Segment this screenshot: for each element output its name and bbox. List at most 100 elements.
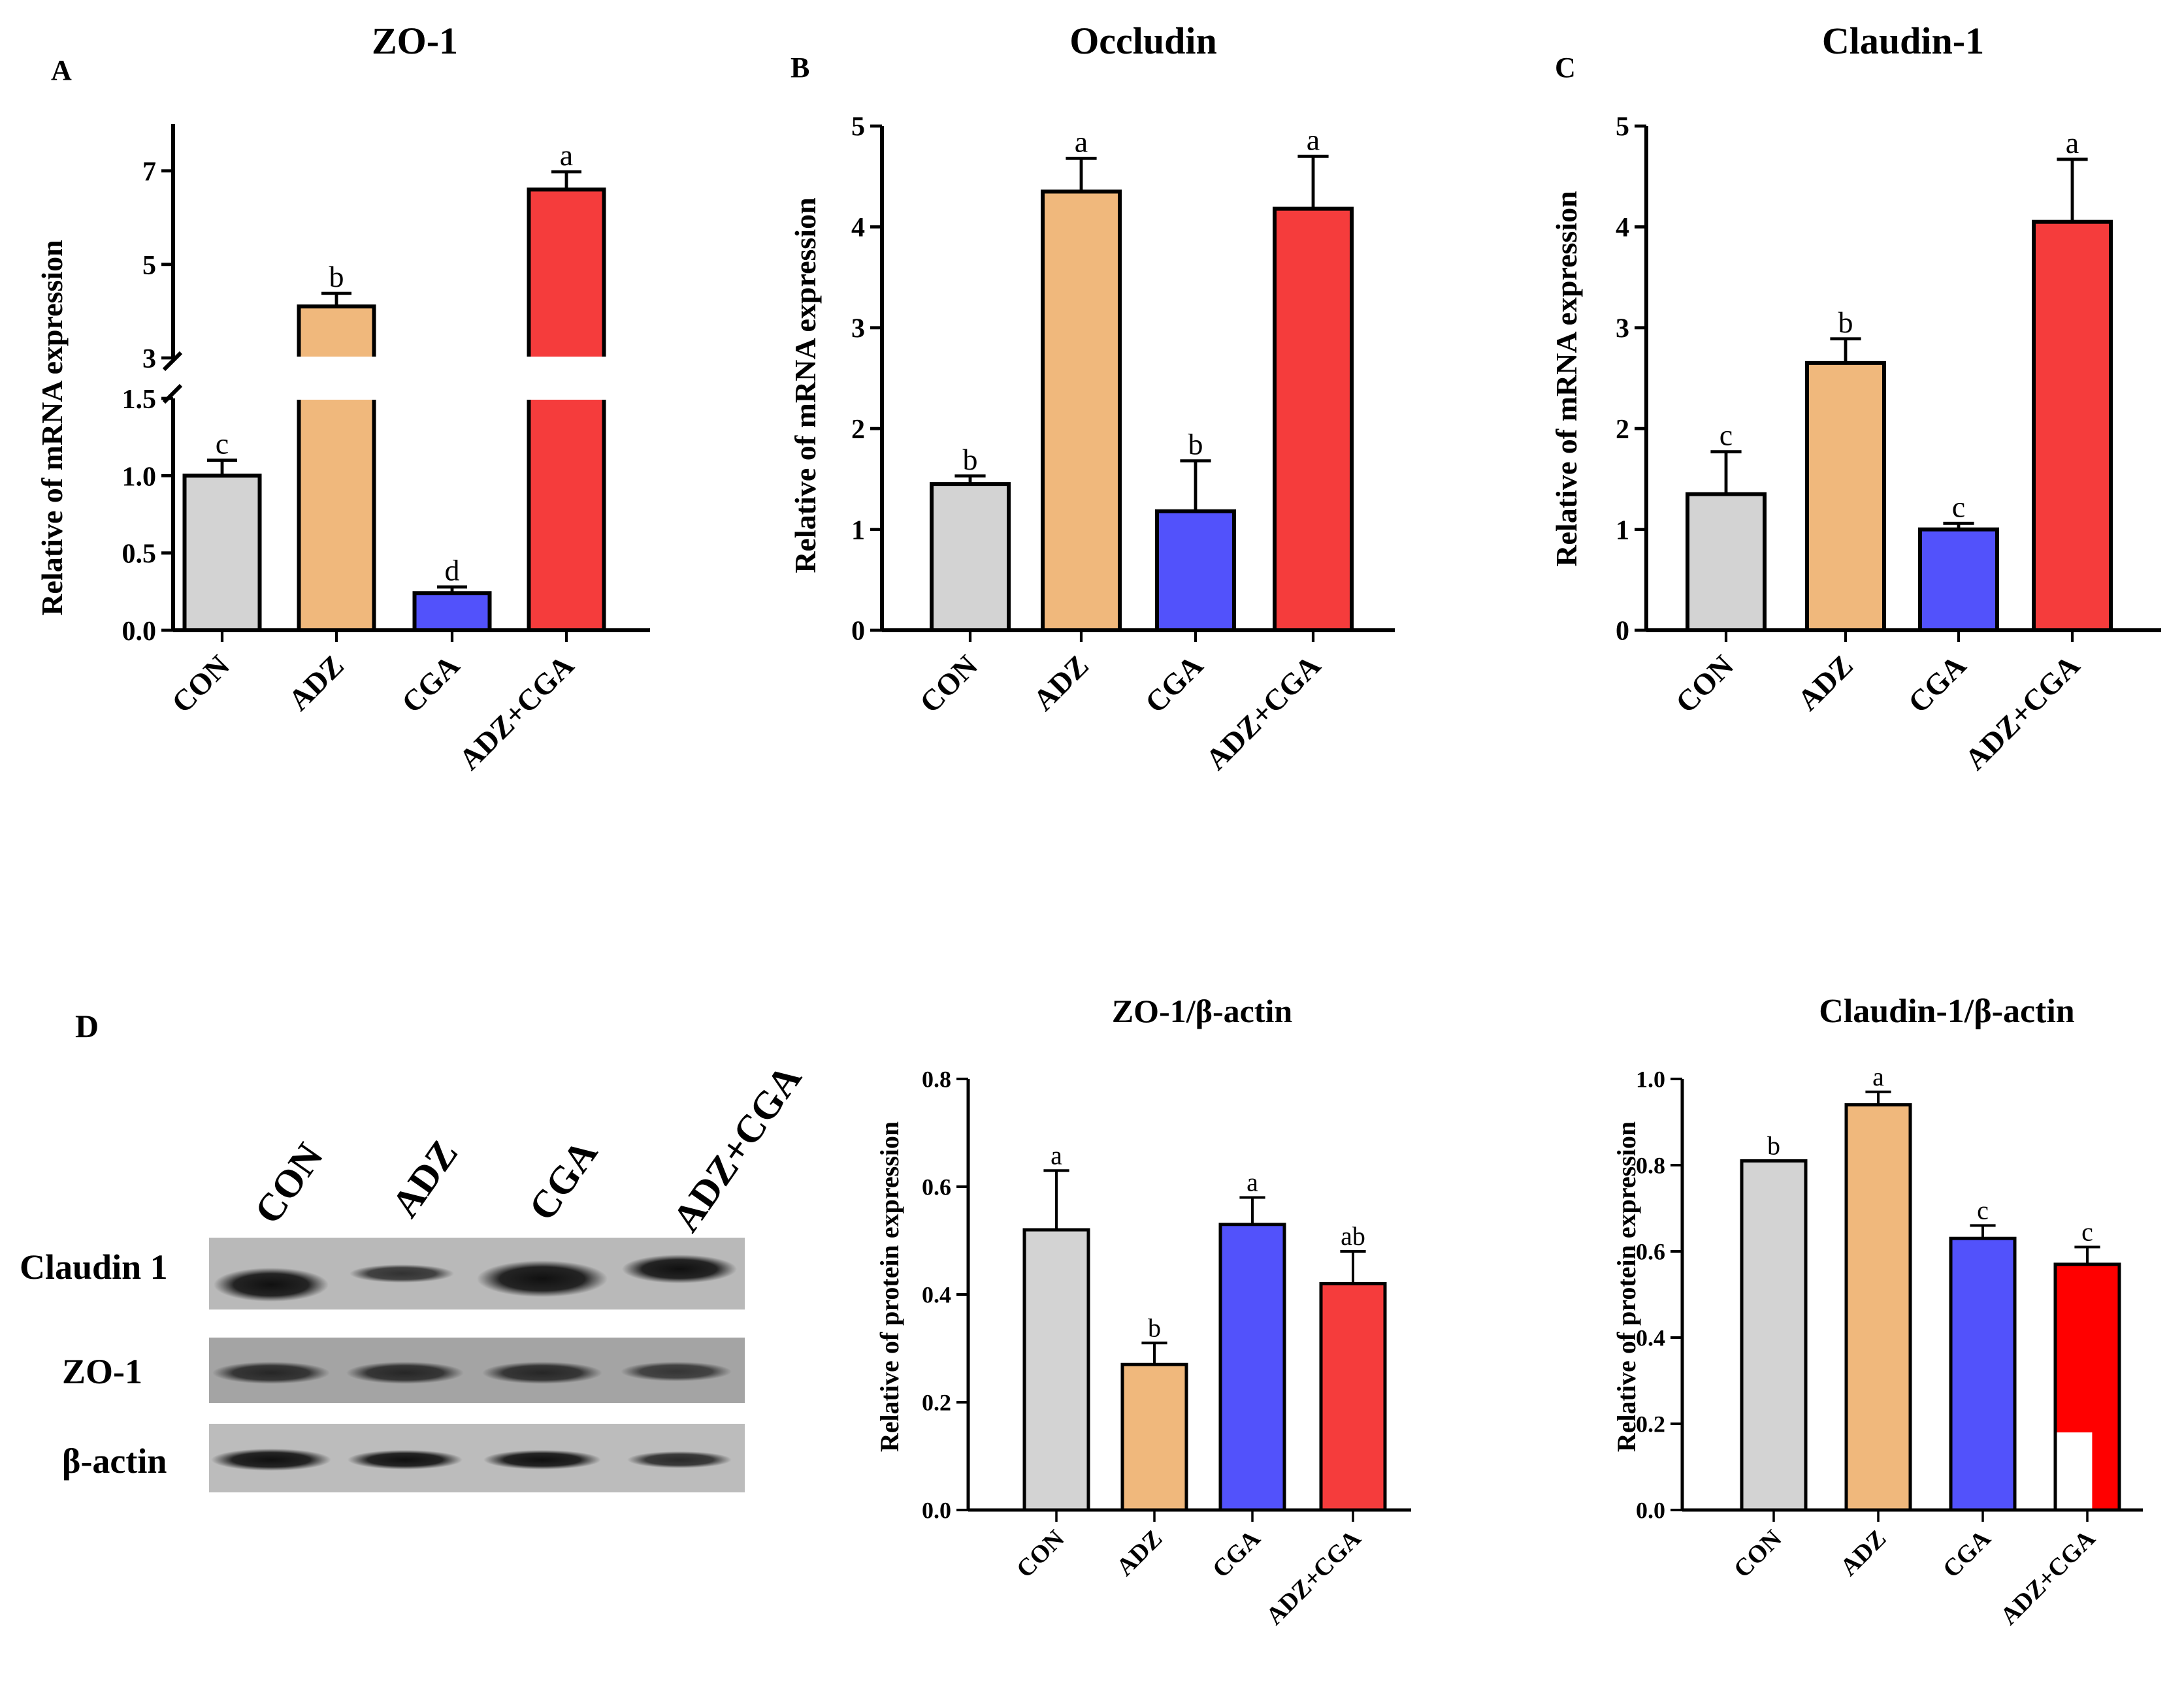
- axis-break-mark: [162, 351, 183, 372]
- x-tick-label-adz: ADZ: [1026, 649, 1095, 717]
- panel-label-c: C: [1555, 52, 1576, 84]
- bar-cga: [1218, 1223, 1286, 1512]
- significance-letter-adz-cga: a: [1307, 123, 1320, 156]
- wb-band-zo1-cga: [482, 1362, 602, 1384]
- x-tick-label-con: CON: [165, 649, 236, 719]
- y-tick-label: 3: [851, 314, 865, 344]
- y-axis-label: Relative of mRNA expression: [789, 197, 822, 573]
- y-axis-label: Relative of protein expression: [1612, 1121, 1641, 1452]
- y-tick-label: 5: [851, 112, 865, 142]
- panel-label-d: D: [75, 1008, 99, 1044]
- y-tick-label: 5: [142, 251, 156, 281]
- chart-title-zo-1: ZO-1: [372, 20, 458, 62]
- wb-row-label-claudin1: Claudin 1: [20, 1247, 168, 1287]
- bar-cga: [1155, 509, 1236, 632]
- y-tick-label: 1: [1616, 515, 1629, 545]
- wb-band-bactin-cga: [483, 1450, 601, 1470]
- y-tick-label: 1.5: [122, 385, 157, 415]
- wb-band-claudin1-adzcga: [622, 1255, 737, 1283]
- y-tick-label: 3: [1616, 314, 1629, 344]
- x-tick-label-adz-cga: ADZ+CGA: [1261, 1524, 1367, 1630]
- y-tick-label: 0.8: [1636, 1153, 1665, 1179]
- x-tick-label-con: CON: [913, 649, 984, 719]
- significance-letter-adz-cga: a: [2066, 126, 2079, 159]
- bar-con: [1022, 1228, 1090, 1512]
- x-tick-label-cga: CGA: [395, 649, 466, 719]
- significance-letter-cga: c: [1977, 1195, 1989, 1225]
- y-axis-label: Relative of mRNA expression: [1550, 191, 1583, 566]
- wb-lane-label-adz: ADZ: [383, 1133, 466, 1225]
- chart-occludin-mrna: Occludin Relative of mRNA expression 0 1 2 3 4…: [789, 20, 1395, 777]
- wb-lane-label-cga: CGA: [521, 1132, 606, 1228]
- x-tick-label-adz: ADZ: [282, 649, 350, 717]
- bar-adz: [1041, 189, 1122, 632]
- significance-letter-adz-cga: a: [560, 138, 573, 172]
- y-tick-label: 1.0: [122, 462, 157, 492]
- significance-letter-adz-cga: ab: [1341, 1221, 1365, 1251]
- wb-band-claudin1-adz: [350, 1264, 454, 1283]
- x-tick-label-cga: CGA: [1938, 1524, 1997, 1583]
- wb-band-bactin-adz: [348, 1450, 463, 1470]
- bar-adz: [1844, 1103, 1912, 1512]
- panel-label-b: B: [790, 52, 809, 84]
- wb-band-claudin1-cga: [477, 1261, 608, 1297]
- wb-band-bactin-adzcga: [627, 1451, 732, 1468]
- panel-label-a: A: [51, 54, 72, 86]
- bar-adz-cga: [2032, 219, 2113, 632]
- y-tick-label: 1: [851, 515, 865, 545]
- x-tick-label-cga: CGA: [1139, 649, 1209, 719]
- wb-band-claudin1-con: [214, 1268, 329, 1302]
- significance-letter-con: c: [216, 427, 229, 460]
- bar-break-gap: [525, 357, 608, 400]
- wb-band-zo1-con: [212, 1362, 330, 1384]
- bar-con: [1740, 1159, 1808, 1512]
- bar-cga: [412, 591, 492, 633]
- y-tick-label: 4: [1616, 213, 1629, 243]
- bar-adz: [1805, 361, 1886, 633]
- western-blot: CON ADZ CGA ADZ+CGA Claudin 1 ZO-1 β-act…: [20, 1057, 809, 1492]
- wb-row-label-bactin: β-actin: [62, 1441, 167, 1481]
- significance-letter-cga: b: [1188, 428, 1203, 461]
- chart-title-claudin-1-actin: Claudin-1/β-actin: [1819, 993, 2075, 1030]
- y-tick-label: 2: [1616, 415, 1629, 445]
- significance-letter-cga: a: [1247, 1168, 1258, 1197]
- y-tick-label: 0.6: [922, 1174, 951, 1200]
- bar-adz-cga: [1319, 1282, 1387, 1512]
- y-tick-label: 0.0: [122, 617, 157, 647]
- x-tick-label-adz-cga: ADZ+CGA: [453, 649, 581, 777]
- chart-zo1-mrna: ZO-1 Relative of mRNA expression 0.0 0.5 1.0…: [35, 20, 650, 777]
- y-tick-label: 4: [851, 213, 865, 243]
- y-tick-label: 0.2: [1636, 1411, 1665, 1438]
- chart-title-zo-1-actin: ZO-1/β-actin: [1112, 993, 1293, 1029]
- y-tick-label: 2: [851, 415, 865, 445]
- y-tick-label: 3: [142, 344, 156, 374]
- significance-letter-con: a: [1051, 1140, 1062, 1170]
- bar-adz: [297, 304, 376, 632]
- bar-con: [1686, 492, 1767, 632]
- wb-band-bactin-con: [211, 1449, 331, 1471]
- significance-letter-con: b: [963, 443, 978, 476]
- y-tick-label: 0: [851, 617, 865, 647]
- significance-letter-adz: b: [1148, 1313, 1161, 1342]
- x-tick-label-cga: CGA: [1207, 1524, 1266, 1583]
- significance-letter-adz: a: [1872, 1062, 1884, 1091]
- y-tick-label: 0.0: [922, 1498, 951, 1524]
- significance-letter-con: c: [1719, 419, 1733, 452]
- significance-letter-con: b: [1767, 1131, 1780, 1160]
- wb-row-label-zo1: ZO-1: [62, 1352, 142, 1391]
- bar-adz: [1120, 1362, 1188, 1512]
- wb-band-zo1-adz: [346, 1362, 464, 1384]
- y-axis-label: Relative of protein expression: [875, 1121, 904, 1452]
- x-tick-label-adz-cga: ADZ+CGA: [1959, 649, 2087, 777]
- x-tick-label-adz: ADZ: [1111, 1525, 1167, 1581]
- y-tick-label: 0.5: [122, 539, 157, 570]
- y-tick-label: 0: [1616, 617, 1629, 647]
- y-tick-label: 0.2: [922, 1390, 951, 1416]
- bar-adz-cga: [1273, 206, 1354, 633]
- x-tick-label-adz: ADZ: [1791, 649, 1859, 717]
- wb-lane-label-adzcga: ADZ+CGA: [664, 1057, 810, 1240]
- y-tick-label: 1.0: [1636, 1067, 1665, 1093]
- x-tick-label-adz: ADZ: [1835, 1525, 1891, 1581]
- significance-letter-adz: a: [1075, 125, 1088, 158]
